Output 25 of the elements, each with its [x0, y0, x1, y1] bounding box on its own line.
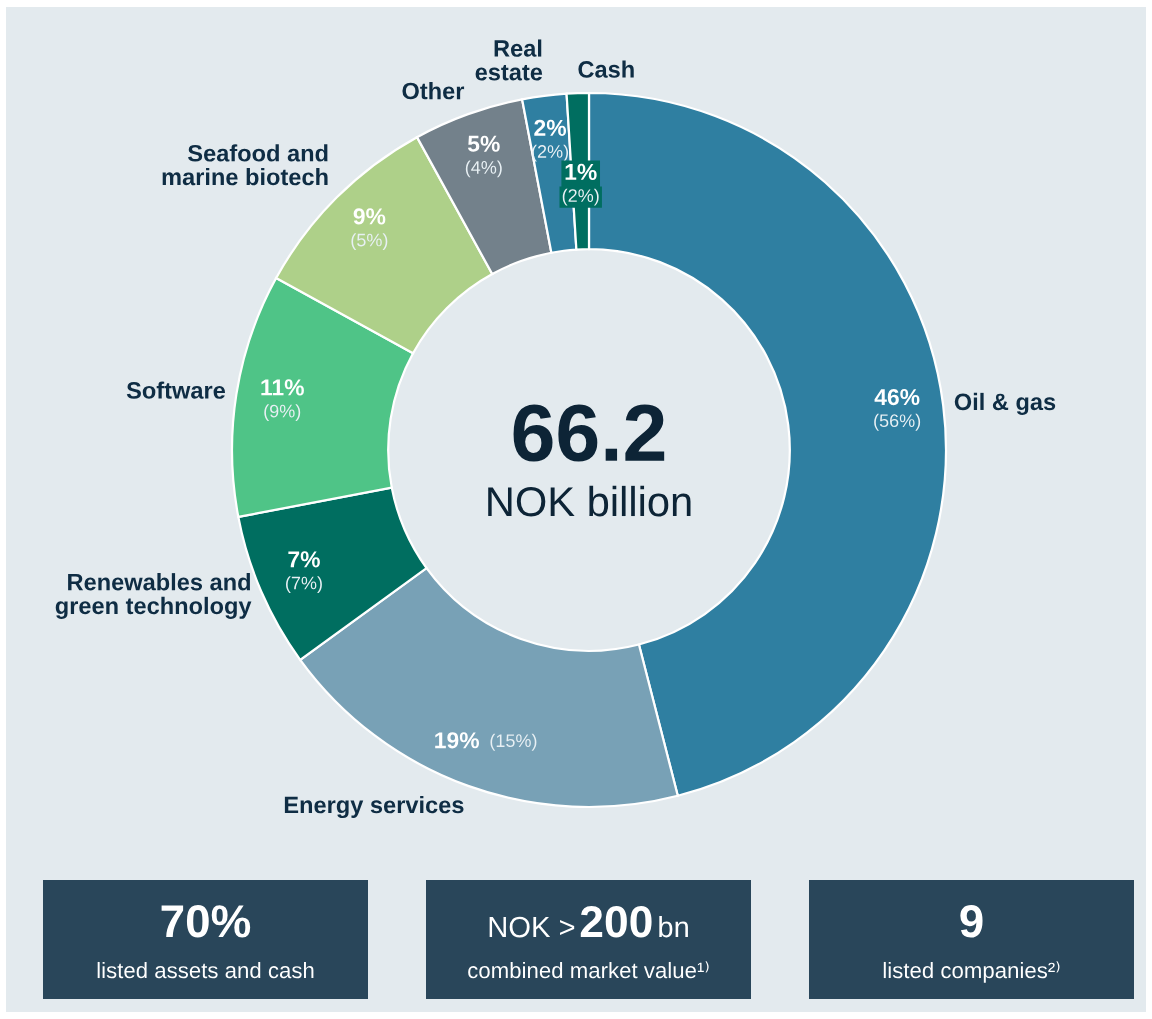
- text: 9: [960, 905, 983, 938]
- text: listed assets and cash: [97, 961, 314, 979]
- slice-label: Cash: [578, 60, 634, 78]
- text: listed companies²⁾: [883, 961, 1060, 983]
- text: 200: [580, 906, 652, 938]
- data-label: 7% (7%): [286, 551, 322, 593]
- data-label: 46% (56%): [874, 388, 921, 431]
- slice-label: Other: [402, 82, 465, 100]
- slice-label: Software: [126, 381, 226, 399]
- text: NOK >: [489, 916, 575, 938]
- data-label: 19% (15%): [435, 732, 537, 751]
- data-label: 5% (4%): [465, 135, 502, 178]
- slice-label: Energy services: [284, 795, 464, 819]
- slice-label: Renewables and green technology: [55, 573, 252, 619]
- text: 66.2: [513, 404, 665, 462]
- text: NOK billion: [488, 485, 691, 517]
- data-label: 11% (9%): [261, 379, 304, 422]
- text: bn: [659, 915, 688, 938]
- slice-label: Real estate: [475, 39, 543, 81]
- slice-label: Seafood and marine biotech: [162, 144, 328, 186]
- data-label: 9% (5%): [351, 208, 388, 250]
- text: combined market value¹⁾: [468, 961, 709, 979]
- slice-label: Oil & gas: [954, 392, 1056, 415]
- data-label: 1% (2%): [562, 163, 599, 206]
- text: 70%: [161, 905, 251, 938]
